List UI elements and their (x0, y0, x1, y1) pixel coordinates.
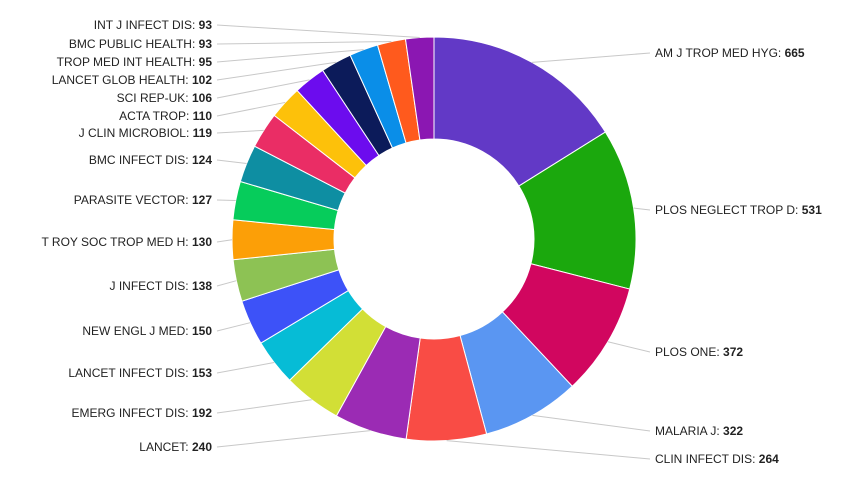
label-value: 93 (199, 37, 213, 51)
label-emerg-infect-dis: EMERG INFECT DIS: 192 (72, 406, 213, 420)
label-acta-trop: ACTA TROP: 110 (119, 109, 212, 123)
label-new-engl-j-med: NEW ENGL J MED: 150 (82, 324, 212, 338)
label-value: 322 (723, 424, 743, 438)
label-j-clin-microbiol: J CLIN MICROBIOL: 119 (79, 126, 213, 140)
label-trop-med-int-health: TROP MED INT HEALTH: 95 (57, 55, 213, 69)
leader-line-acta-trop (216, 101, 286, 117)
leader-line-clin-infect-dis (446, 440, 651, 460)
label-category: BMC INFECT DIS: (89, 153, 192, 167)
label-category: SCI REP-UK: (117, 91, 192, 105)
label-parasite-vector: PARASITE VECTOR: 127 (74, 193, 213, 207)
label-category: AM J TROP MED HYG: (655, 46, 785, 60)
leader-line-int-j-infect-dis (216, 24, 420, 39)
leader-line-plos-neglect-trop-d (633, 207, 651, 211)
label-value: 240 (192, 440, 212, 454)
leader-lines (216, 24, 651, 460)
leader-line-trop-med-int-health (216, 49, 364, 63)
leader-line-emerg-infect-dis (216, 399, 312, 414)
leader-line-lancet-glob-health (216, 61, 337, 81)
slice-labels: AM J TROP MED HYG: 665 PLOS NEGLECT TROP … (41, 18, 822, 466)
leader-line-lancet (216, 430, 371, 448)
label-category: TROP MED INT HEALTH: (57, 55, 199, 69)
label-value: 102 (192, 73, 212, 87)
label-value: 150 (192, 324, 212, 338)
label-value: 372 (723, 345, 743, 359)
label-category: ACTA TROP: (119, 109, 193, 123)
label-am-j-trop-med-hyg: AM J TROP MED HYG: 665 (655, 46, 805, 60)
label-value: 665 (785, 46, 805, 60)
label-category: J INFECT DIS: (110, 279, 192, 293)
leader-line-bmc-infect-dis (216, 159, 247, 165)
label-category: LANCET INFECT DIS: (68, 366, 192, 380)
label-malaria-j: MALARIA J: 322 (655, 424, 743, 438)
label-category: EMERG INFECT DIS: (72, 406, 192, 420)
label-value: 130 (192, 235, 212, 249)
label-clin-infect-dis: CLIN INFECT DIS: 264 (655, 452, 779, 466)
label-value: 531 (802, 203, 822, 217)
label-category: PARASITE VECTOR: (74, 193, 192, 207)
label-category: CLIN INFECT DIS: (655, 452, 759, 466)
label-value: 95 (199, 55, 213, 69)
label-value: 192 (192, 406, 212, 420)
slice-int-j-infect-dis (404, 36, 435, 141)
label-category: INT J INFECT DIS: (94, 18, 199, 32)
slices (231, 36, 637, 442)
label-category: T ROY SOC TROP MED H: (41, 235, 191, 249)
label-value: 127 (192, 193, 212, 207)
label-category: PLOS ONE: (655, 345, 723, 359)
slice-am-j-trop-med-hyg (433, 36, 607, 187)
leader-line-t-roy-soc-trop-med-h (216, 239, 233, 243)
label-sci-rep-uk: SCI REP-UK: 106 (117, 91, 213, 105)
label-j-infect-dis: J INFECT DIS: 138 (110, 279, 213, 293)
leader-line-j-clin-microbiol (216, 129, 264, 134)
label-lancet: LANCET: 240 (139, 440, 212, 454)
label-value: 138 (192, 279, 212, 293)
label-category: LANCET GLOB HEALTH: (52, 73, 192, 87)
label-value: 264 (759, 452, 779, 466)
label-bmc-infect-dis: BMC INFECT DIS: 124 (89, 153, 212, 167)
label-t-roy-soc-trop-med-h: T ROY SOC TROP MED H: 130 (41, 235, 212, 249)
label-value: 153 (192, 366, 212, 380)
label-plos-one: PLOS ONE: 372 (655, 345, 743, 359)
label-category: J CLIN MICROBIOL: (79, 126, 193, 140)
label-category: PLOS NEGLECT TROP D: (655, 203, 802, 217)
label-category: LANCET: (139, 440, 192, 454)
label-category: BMC PUBLIC HEALTH: (69, 37, 199, 51)
label-lancet-infect-dis: LANCET INFECT DIS: 153 (68, 366, 212, 380)
label-value: 119 (193, 126, 213, 140)
leader-line-sci-rep-uk (216, 79, 310, 99)
leader-line-new-engl-j-med (216, 322, 251, 332)
label-plos-neglect-trop-d: PLOS NEGLECT TROP D: 531 (655, 203, 822, 217)
label-value: 110 (193, 109, 213, 123)
label-value: 124 (192, 153, 212, 167)
label-category: MALARIA J: (655, 424, 723, 438)
leader-line-am-j-trop-med-hyg (531, 52, 651, 63)
label-value: 106 (192, 91, 212, 105)
leader-line-malaria-j (532, 414, 651, 432)
leader-line-plos-one (607, 341, 651, 353)
label-value: 93 (199, 18, 213, 32)
label-bmc-public-health: BMC PUBLIC HEALTH: 93 (69, 37, 212, 51)
label-int-j-infect-dis: INT J INFECT DIS: 93 (94, 18, 213, 32)
label-lancet-glob-health: LANCET GLOB HEALTH: 102 (52, 73, 213, 87)
leader-line-j-infect-dis (216, 280, 237, 287)
leader-line-bmc-public-health (216, 41, 392, 45)
leader-line-lancet-infect-dis (216, 362, 275, 374)
label-category: NEW ENGL J MED: (82, 324, 192, 338)
